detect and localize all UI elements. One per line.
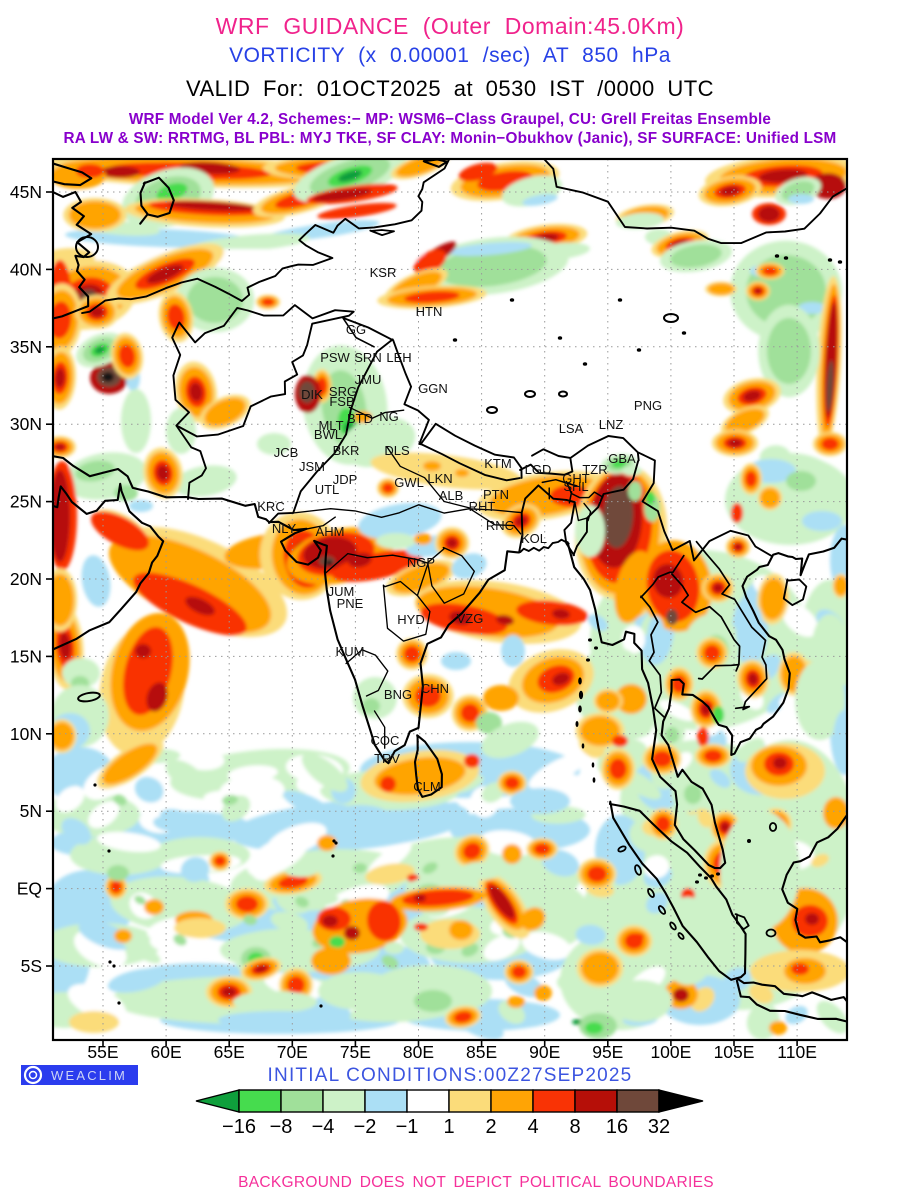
svg-text:KOL: KOL bbox=[521, 531, 547, 546]
svg-text:LSA: LSA bbox=[559, 421, 584, 436]
svg-text:2: 2 bbox=[485, 1116, 496, 1138]
svg-text:−8: −8 bbox=[270, 1116, 293, 1138]
svg-text:−2: −2 bbox=[354, 1116, 377, 1138]
svg-text:CHN: CHN bbox=[421, 681, 449, 696]
svg-text:GWL: GWL bbox=[394, 475, 424, 490]
svg-text:GHT: GHT bbox=[562, 471, 590, 486]
svg-text:70E: 70E bbox=[277, 1042, 308, 1062]
svg-text:30N: 30N bbox=[10, 414, 42, 434]
svg-text:−16: −16 bbox=[222, 1116, 256, 1138]
svg-text:RNC: RNC bbox=[486, 518, 514, 533]
svg-text:60E: 60E bbox=[151, 1042, 182, 1062]
svg-text:20N: 20N bbox=[10, 569, 42, 589]
svg-text:90E: 90E bbox=[529, 1042, 560, 1062]
svg-text:5S: 5S bbox=[21, 956, 42, 976]
svg-text:BTD: BTD bbox=[347, 411, 373, 426]
svg-text:CLM: CLM bbox=[413, 779, 440, 794]
svg-text:SRN: SRN bbox=[354, 350, 381, 365]
svg-text:NLY: NLY bbox=[272, 521, 297, 536]
svg-text:SRG: SRG bbox=[329, 384, 357, 399]
svg-text:85E: 85E bbox=[466, 1042, 497, 1062]
svg-text:GGN: GGN bbox=[418, 381, 448, 396]
svg-text:NG: NG bbox=[379, 409, 399, 424]
svg-text:JMU: JMU bbox=[355, 372, 382, 387]
svg-text:JSM: JSM bbox=[299, 459, 325, 474]
svg-text:LKN: LKN bbox=[427, 471, 452, 486]
svg-text:UTL: UTL bbox=[315, 482, 340, 497]
svg-text:BWL: BWL bbox=[314, 427, 342, 442]
svg-text:95E: 95E bbox=[592, 1042, 623, 1062]
svg-text:GBA: GBA bbox=[608, 451, 636, 466]
svg-text:DLS: DLS bbox=[384, 443, 410, 458]
svg-text:−1: −1 bbox=[396, 1116, 419, 1138]
svg-text:32: 32 bbox=[648, 1116, 670, 1138]
svg-text:8: 8 bbox=[569, 1116, 580, 1138]
svg-text:FSB: FSB bbox=[329, 394, 354, 409]
svg-text:AHM: AHM bbox=[316, 524, 345, 539]
svg-text:BNG: BNG bbox=[384, 687, 412, 702]
svg-text:SHL: SHL bbox=[563, 479, 588, 494]
svg-text:4: 4 bbox=[527, 1116, 538, 1138]
svg-text:RHT: RHT bbox=[469, 499, 496, 514]
svg-text:25N: 25N bbox=[10, 492, 42, 512]
svg-text:PNE: PNE bbox=[337, 596, 364, 611]
svg-text:INITIAL CONDITIONS:00Z27SEP202: INITIAL CONDITIONS:00Z27SEP2025 bbox=[268, 1065, 633, 1086]
svg-text:10N: 10N bbox=[10, 724, 42, 744]
svg-text:LGD: LGD bbox=[525, 462, 552, 477]
svg-text:HYD: HYD bbox=[397, 612, 424, 627]
svg-text:PNG: PNG bbox=[634, 398, 662, 413]
svg-text:16: 16 bbox=[606, 1116, 628, 1138]
svg-text:55E: 55E bbox=[87, 1042, 118, 1062]
svg-text:LNZ: LNZ bbox=[599, 417, 624, 432]
svg-text:45N: 45N bbox=[10, 182, 42, 202]
svg-text:JCB: JCB bbox=[274, 445, 299, 460]
svg-text:LEH: LEH bbox=[386, 350, 411, 365]
svg-text:ALB: ALB bbox=[439, 488, 464, 503]
svg-text:65E: 65E bbox=[214, 1042, 245, 1062]
svg-text:80E: 80E bbox=[403, 1042, 434, 1062]
svg-text:1: 1 bbox=[443, 1116, 454, 1138]
svg-text:NGP: NGP bbox=[407, 555, 435, 570]
svg-text:PTN: PTN bbox=[483, 487, 509, 502]
svg-text:KTM: KTM bbox=[484, 456, 511, 471]
svg-text:110E: 110E bbox=[777, 1042, 817, 1062]
svg-text:5N: 5N bbox=[20, 801, 42, 821]
svg-text:BKR: BKR bbox=[333, 443, 360, 458]
svg-text:DIK: DIK bbox=[301, 387, 323, 402]
svg-text:KRC: KRC bbox=[257, 499, 284, 514]
svg-text:TRV: TRV bbox=[374, 751, 400, 766]
svg-text:JDP: JDP bbox=[333, 472, 358, 487]
svg-text:15N: 15N bbox=[10, 646, 42, 666]
svg-text:MLT: MLT bbox=[318, 418, 343, 433]
svg-text:TZR: TZR bbox=[582, 462, 607, 477]
svg-text:COC: COC bbox=[371, 733, 400, 748]
svg-text:40N: 40N bbox=[10, 259, 42, 279]
svg-text:−4: −4 bbox=[312, 1116, 335, 1138]
svg-text:HTN: HTN bbox=[416, 304, 443, 319]
svg-text:35N: 35N bbox=[10, 337, 42, 357]
svg-text:BACKGROUND DOES NOT DEPICT POL: BACKGROUND DOES NOT DEPICT POLITICAL BOU… bbox=[238, 1174, 714, 1191]
svg-text:KSR: KSR bbox=[370, 265, 397, 280]
svg-text:EQ: EQ bbox=[17, 879, 42, 899]
svg-text:JUM: JUM bbox=[328, 584, 355, 599]
svg-text:105E: 105E bbox=[714, 1042, 755, 1062]
svg-text:VZG: VZG bbox=[457, 611, 484, 626]
svg-text:GG: GG bbox=[346, 322, 366, 337]
svg-text:PSW: PSW bbox=[320, 350, 350, 365]
svg-text:WEACLIM: WEACLIM bbox=[51, 1068, 127, 1083]
svg-text:KUM: KUM bbox=[336, 644, 365, 659]
svg-text:100E: 100E bbox=[650, 1042, 691, 1062]
svg-text:75E: 75E bbox=[340, 1042, 371, 1062]
